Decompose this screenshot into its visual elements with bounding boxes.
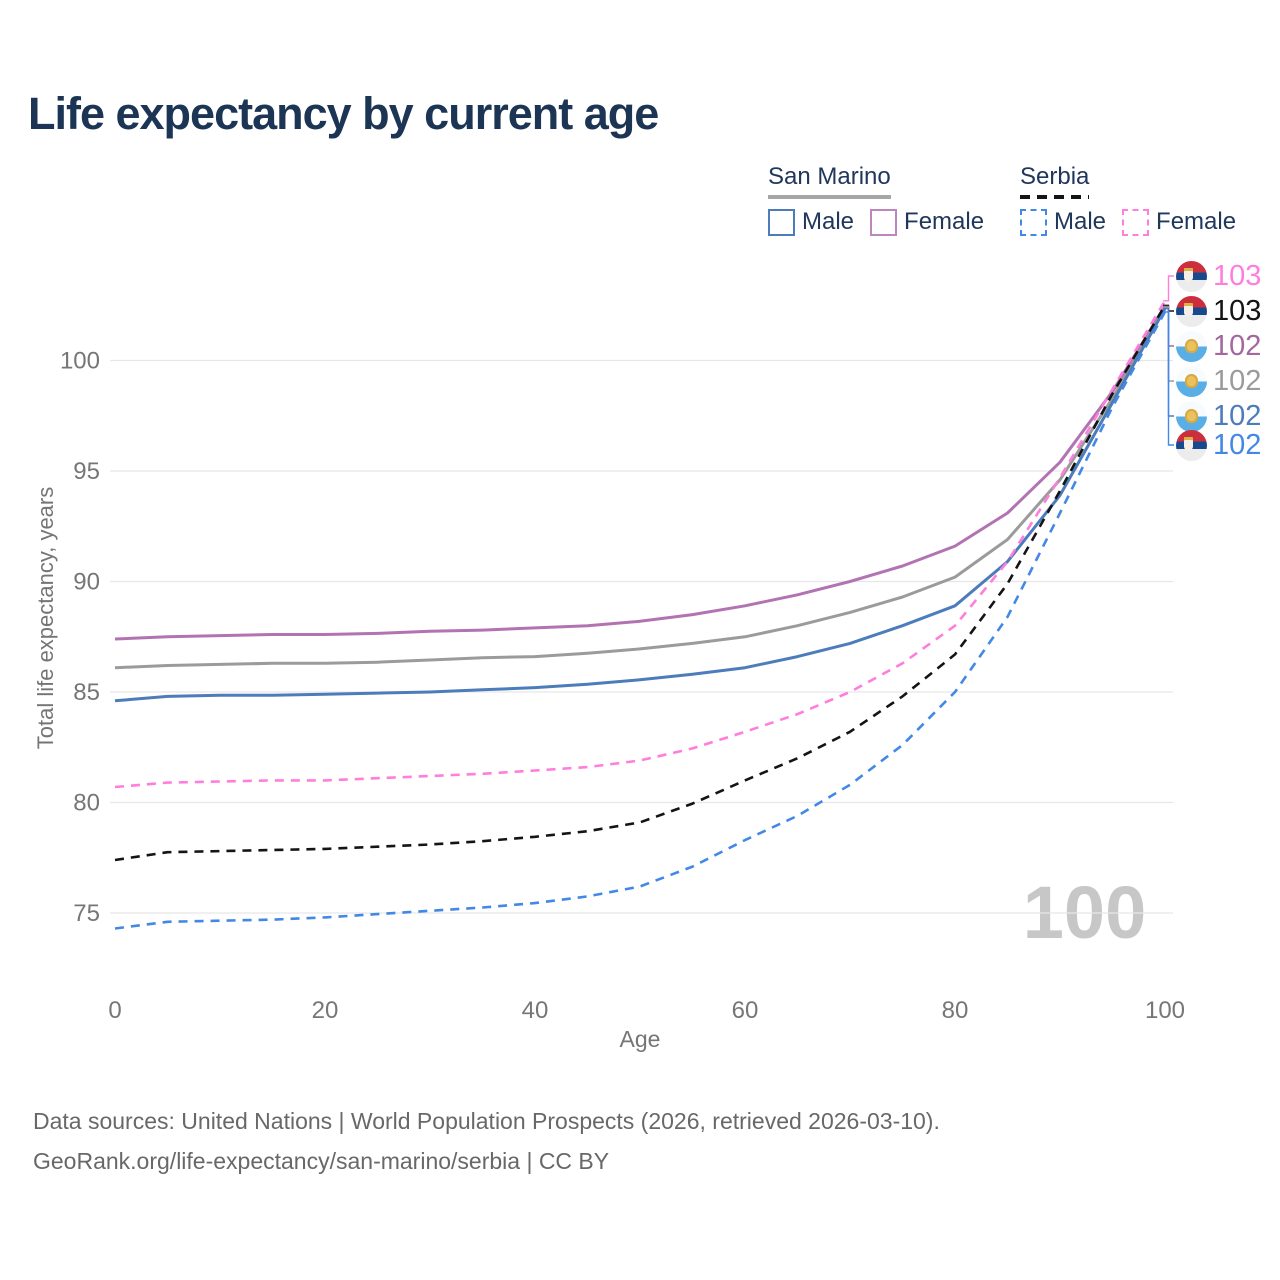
legend-header-serbia[interactable]: Serbia xyxy=(1020,163,1090,190)
legend-item-serbia-female[interactable]: Female xyxy=(1122,208,1236,236)
legend-group-san-marino: San Marino Male Female xyxy=(768,163,984,236)
svg-text:20: 20 xyxy=(312,997,339,1024)
rank-value: 102 xyxy=(1213,399,1262,432)
page-title: Life expectancy by current age xyxy=(28,88,659,139)
serbia-flag-icon xyxy=(1176,429,1207,461)
dashed-swatch-icon xyxy=(1020,208,1047,236)
solid-line-key-icon xyxy=(768,195,891,199)
list-item: 102 xyxy=(1176,329,1261,363)
solid-swatch-icon xyxy=(768,208,795,236)
san-marino-flag-icon xyxy=(1176,330,1207,362)
svg-text:40: 40 xyxy=(522,997,549,1024)
attribution-line: GeoRank.org/life-expectancy/san-marino/s… xyxy=(33,1148,610,1174)
dashed-swatch-icon xyxy=(1122,208,1150,236)
svg-text:80: 80 xyxy=(73,790,100,817)
rank-value: 103 xyxy=(1213,259,1262,292)
solid-swatch-icon xyxy=(870,208,898,236)
data-sources-line: Data sources: United Nations | World Pop… xyxy=(33,1108,940,1134)
svg-text:90: 90 xyxy=(73,569,100,596)
list-item: 102 xyxy=(1176,364,1261,398)
svg-text:0: 0 xyxy=(108,997,121,1024)
dashed-line-key-icon xyxy=(1020,195,1089,199)
legend-header-san-marino[interactable]: San Marino xyxy=(768,163,891,190)
serbia-flag-icon xyxy=(1176,260,1207,292)
serbia-flag-icon xyxy=(1176,295,1207,327)
san-marino-flag-icon xyxy=(1176,400,1207,432)
list-item: 103 xyxy=(1176,294,1261,328)
list-item: 102 xyxy=(1176,399,1261,433)
legend-item-san-marino-male[interactable]: Male xyxy=(768,208,854,236)
legend-group-serbia: Serbia Male Female xyxy=(1020,163,1236,236)
svg-text:100: 100 xyxy=(60,348,100,375)
rank-value: 102 xyxy=(1213,329,1262,362)
svg-text:100: 100 xyxy=(1145,997,1185,1024)
list-item: 103 xyxy=(1176,259,1261,293)
rank-value: 103 xyxy=(1213,294,1262,327)
legend-item-serbia-male[interactable]: Male xyxy=(1020,208,1106,236)
list-item: 102 xyxy=(1176,428,1261,462)
legend-item-san-marino-female[interactable]: Female xyxy=(870,208,984,236)
san-marino-flag-icon xyxy=(1176,365,1207,397)
rank-value: 102 xyxy=(1213,428,1262,461)
x-axis-title: Age xyxy=(619,1026,661,1052)
svg-text:75: 75 xyxy=(73,900,100,927)
rank-value: 102 xyxy=(1213,364,1262,397)
svg-text:95: 95 xyxy=(73,458,100,485)
svg-text:60: 60 xyxy=(732,997,759,1024)
svg-text:80: 80 xyxy=(942,997,969,1024)
svg-text:85: 85 xyxy=(73,679,100,706)
